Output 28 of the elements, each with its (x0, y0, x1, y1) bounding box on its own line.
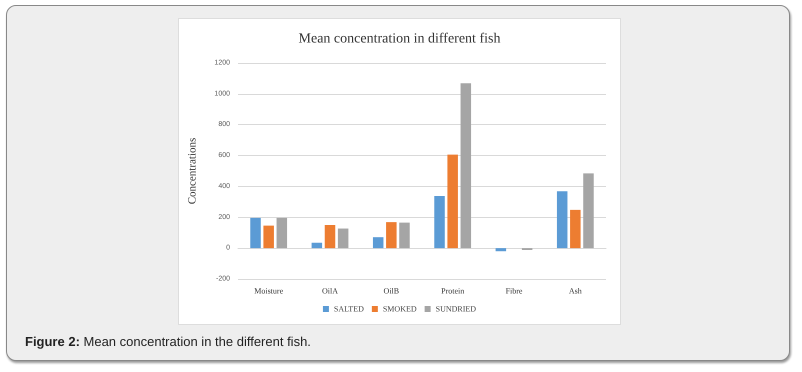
legend-label: SUNDRIED (436, 304, 476, 314)
bar (263, 226, 274, 248)
bar (338, 228, 348, 248)
x-tick-label: OilA (322, 286, 338, 296)
caption: Figure 2: Mean concentration in the different fish. (25, 334, 311, 349)
legend-label: SMOKED (382, 304, 417, 314)
bar (447, 154, 458, 248)
x-tick-label: Moisture (254, 286, 284, 296)
bar (324, 225, 336, 248)
chart-title: Mean concentration in different fish (298, 32, 500, 46)
bar (372, 237, 384, 248)
bar (570, 210, 581, 248)
bar (434, 196, 445, 248)
bar (312, 242, 322, 248)
x-tick-label: OilB (384, 286, 400, 296)
bar (399, 222, 410, 248)
bar (460, 83, 472, 248)
bar (556, 191, 568, 248)
bar (496, 248, 506, 252)
bar (386, 222, 397, 248)
x-tick-label: Ash (568, 286, 582, 296)
x-tick-label: Protein (441, 286, 464, 296)
legend-label: SALTED (334, 304, 364, 314)
bar (276, 218, 288, 248)
bar (583, 173, 594, 248)
x-tick-label: Fibre (506, 286, 523, 296)
y-axis-title: Concentrations (186, 138, 198, 204)
bar (250, 218, 261, 248)
